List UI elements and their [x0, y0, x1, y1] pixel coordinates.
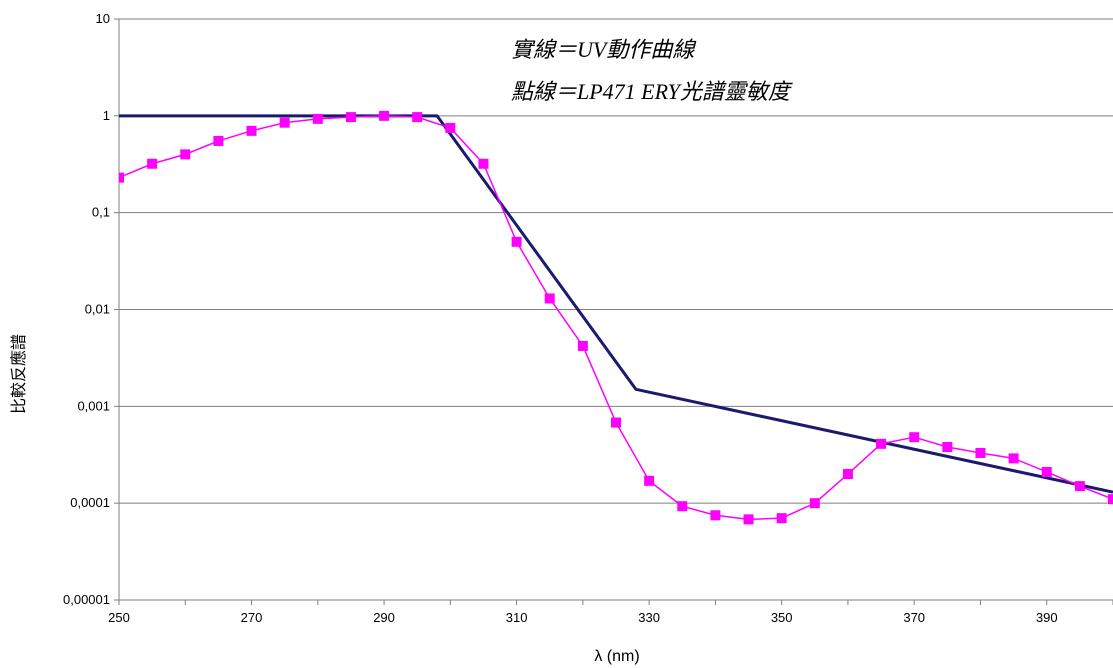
sensitivity-point-marker: [909, 432, 920, 443]
sensitivity-point-marker: [412, 112, 423, 123]
x-tick-labels: 250 270 290 310 330 350 370 390: [108, 610, 1057, 625]
y-tick-label: 1: [103, 108, 110, 123]
sensitivity-point-marker: [312, 113, 323, 124]
x-tick-label: 290: [373, 610, 395, 625]
sensitivity-point-marker: [1074, 481, 1085, 492]
annotation-line-2: 點線＝LP471 ERY光譜靈敏度: [511, 79, 793, 104]
sensitivity-point-marker: [1108, 494, 1113, 505]
sensitivity-point-marker: [1008, 453, 1019, 464]
x-tick-label: 390: [1036, 610, 1058, 625]
y-tick-label: 0,1: [92, 205, 110, 220]
action-curve-line: [119, 114, 1113, 494]
y-tick-label: 10: [96, 11, 110, 26]
y-tick-labels: 0,00001 0,0001 0,001 0,01 0,1 1 10: [63, 11, 110, 607]
y-tick-label: 0,0001: [70, 495, 110, 510]
sensitivity-point-marker: [677, 501, 688, 512]
x-tick-label: 370: [903, 610, 925, 625]
sensitivity-point-marker: [611, 417, 621, 428]
sensitivity-point-marker: [876, 438, 887, 449]
sensitivity-point-marker: [544, 293, 555, 304]
sensitivity-point-marker: [809, 498, 820, 509]
sensitivity-point-marker: [842, 469, 853, 480]
sensitivity-point-marker: [975, 447, 986, 458]
sensitivity-point-marker: [644, 475, 655, 486]
sensitivity-point-marker: [147, 158, 158, 169]
sensitivity-point-marker: [1041, 466, 1052, 477]
x-tick-label: 350: [771, 610, 793, 625]
sensitivity-point-marker: [478, 158, 489, 169]
sensitivity-point-marker: [180, 149, 191, 160]
y-tick-label: 0,00001: [63, 592, 110, 607]
sensitivity-point-marker: [710, 510, 721, 521]
sensitivity-point-marker: [213, 135, 224, 146]
sensitivity-point-marker: [246, 125, 257, 136]
y-axis-title: 比較反應譜: [9, 334, 28, 414]
sensitivity-point-marker: [743, 514, 754, 525]
data-series: [119, 110, 1113, 525]
sensitivity-point-marker: [445, 122, 456, 133]
y-tick-label: 0,001: [77, 398, 110, 413]
y-tick-label: 0,01: [85, 302, 110, 317]
sensitivity-point-marker: [279, 117, 290, 128]
annotations: 實線＝UV動作曲線 點線＝LP471 ERY光譜靈敏度: [511, 37, 793, 104]
sensitivity-point-marker: [577, 340, 588, 351]
x-tick-label: 270: [241, 610, 263, 625]
x-tick-label: 330: [638, 610, 660, 625]
x-tick-label: 310: [506, 610, 528, 625]
sensitivity-point-marker: [379, 110, 390, 121]
sensitivity-point-marker: [942, 442, 953, 453]
x-axis-title: λ (nm): [594, 648, 639, 665]
sensitivity-point-marker: [511, 236, 522, 247]
axes: [114, 18, 1113, 605]
sensitivity-point-marker: [119, 172, 124, 183]
annotation-line-1: 實線＝UV動作曲線: [511, 37, 697, 62]
sensitivity-point-marker: [776, 513, 787, 524]
x-tick-label: 250: [108, 610, 130, 625]
sensitivity-point-marker: [345, 112, 356, 123]
